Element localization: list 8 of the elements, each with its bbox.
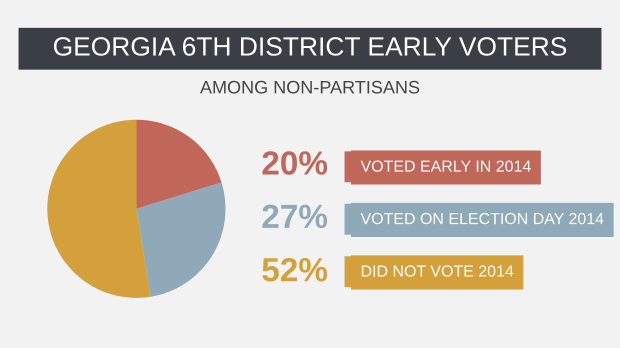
legend-label: VOTED EARLY IN 2014 <box>360 160 531 172</box>
chart-subtitle: AMONG NON-PARTISANS <box>200 80 420 94</box>
data-label: 52% <box>262 258 328 282</box>
chart-title: GEORGIA 6TH DISTRICT EARLY VOTERS <box>54 37 566 56</box>
data-label: 20% <box>262 151 328 175</box>
data-label: 27% <box>262 204 328 228</box>
legend-label: DID NOT VOTE 2014 <box>362 265 514 277</box>
legend-label: VOTED ON ELECTION DAY 2014 <box>360 212 604 224</box>
